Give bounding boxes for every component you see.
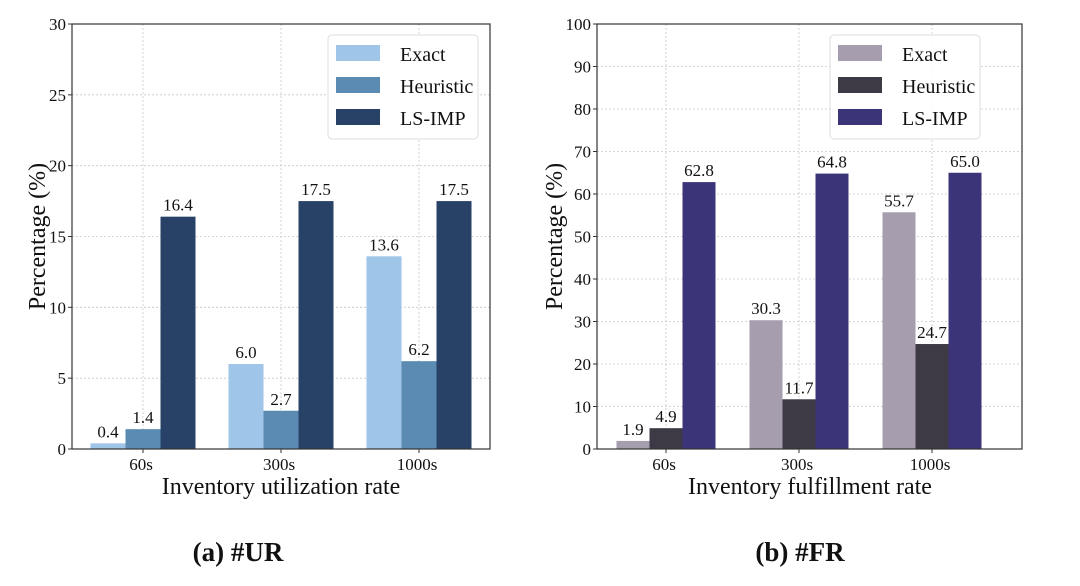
data-label: 24.7 — [917, 323, 947, 342]
y-tick-label: 10 — [574, 398, 591, 417]
y-tick-label: 50 — [574, 228, 591, 247]
y-tick-label: 25 — [49, 86, 66, 105]
x-tick-label: 1000s — [397, 455, 438, 474]
bar-heuristic-1000s — [401, 361, 437, 449]
data-label: 6.0 — [235, 343, 256, 362]
y-tick-label: 15 — [49, 228, 66, 247]
data-label: 0.4 — [97, 422, 119, 441]
bar-ls-imp-1000s — [436, 201, 472, 449]
data-label: 4.9 — [655, 407, 676, 426]
bar-ls-imp-300s — [815, 173, 849, 449]
bar-heuristic-300s — [782, 399, 816, 449]
y-tick-label: 5 — [58, 369, 67, 388]
data-label: 17.5 — [439, 180, 469, 199]
data-label: 65.0 — [950, 152, 980, 171]
x-axis-label: Inventory utilization rate — [162, 474, 401, 500]
legend-swatch-exact — [336, 45, 380, 61]
legend-swatch-ls-imp — [336, 109, 380, 125]
bar-exact-1000s — [366, 256, 402, 449]
legend-label: Heuristic — [400, 76, 473, 98]
data-label: 55.7 — [884, 191, 914, 210]
plot-frame — [596, 23, 1023, 450]
data-label: 1.9 — [622, 420, 643, 439]
x-axis-label: Inventory fulfillment rate — [688, 474, 932, 500]
data-label: 17.5 — [301, 180, 331, 199]
legend-label: Exact — [902, 44, 948, 66]
bar-exact-60s — [90, 443, 126, 449]
y-tick-label: 60 — [574, 185, 591, 204]
bar-exact-1000s — [882, 212, 916, 449]
bar-heuristic-60s — [649, 428, 683, 449]
bar-heuristic-300s — [263, 410, 299, 449]
data-label: 30.3 — [751, 299, 781, 318]
data-label: 13.6 — [369, 235, 399, 254]
x-tick-label: 300s — [263, 455, 295, 474]
bar-heuristic-1000s — [915, 344, 949, 449]
data-label: 16.4 — [163, 196, 193, 215]
x-tick-label: 1000s — [910, 455, 951, 474]
y-tick-label: 30 — [574, 313, 591, 332]
bar-exact-300s — [749, 320, 783, 449]
bar-ls-imp-60s — [160, 216, 196, 449]
y-tick-label: 30 — [49, 15, 66, 34]
x-tick-label: 300s — [781, 455, 813, 474]
x-tick-label: 60s — [129, 455, 153, 474]
y-tick-label: 20 — [49, 157, 66, 176]
data-label: 2.7 — [270, 390, 292, 409]
data-label: 64.8 — [817, 153, 847, 172]
chart-fulfillment-rate: 0 10 20 30 40 50 60 70 80 90 100 1.9 30.3 55.7 4.9 11.7… — [542, 15, 1023, 567]
legend: Exact Heuristic LS-IMP — [829, 34, 981, 140]
data-label: 1.4 — [132, 408, 154, 427]
y-tick-label: 0 — [58, 440, 67, 459]
y-tick-label: 10 — [49, 298, 66, 317]
legend-swatch-heuristic — [336, 77, 380, 93]
data-label: 62.8 — [684, 161, 714, 180]
data-label: 11.7 — [784, 378, 814, 397]
y-tick-label: 100 — [566, 15, 592, 34]
legend-swatch-heuristic — [838, 77, 882, 93]
y-tick-label: 0 — [583, 440, 592, 459]
chart-utilization-rate: 0 5 10 15 20 25 30 0.4 6.0 13.6 1.4 2.7 6.2 16.4 17.5 1… — [25, 15, 491, 567]
legend-swatch-ls-imp — [838, 109, 882, 125]
legend-label: LS-IMP — [400, 108, 466, 130]
legend: Exact Heuristic LS-IMP — [327, 34, 479, 140]
bar-ls-imp-300s — [298, 201, 334, 449]
bar-ls-imp-60s — [682, 182, 716, 449]
bar-exact-60s — [616, 440, 650, 449]
y-tick-label: 80 — [574, 100, 591, 119]
y-tick-label: 90 — [574, 58, 591, 77]
legend-label: Heuristic — [902, 76, 975, 98]
legend-label: Exact — [400, 44, 446, 66]
y-axis-label: Percentage (%) — [542, 163, 568, 310]
y-tick-label: 70 — [574, 143, 591, 162]
y-tick-label: 20 — [574, 355, 591, 374]
legend-label: LS-IMP — [902, 108, 968, 130]
y-axis-label: Percentage (%) — [25, 163, 51, 310]
x-tick-label: 60s — [652, 455, 676, 474]
data-label: 6.2 — [408, 340, 429, 359]
subfigure-caption: (b) #FR — [755, 537, 845, 567]
y-tick-label: 40 — [574, 270, 591, 289]
bar-heuristic-60s — [125, 429, 161, 449]
bar-ls-imp-1000s — [948, 172, 982, 449]
bar-exact-300s — [228, 364, 264, 449]
subfigure-caption: (a) #UR — [193, 537, 284, 567]
legend-swatch-exact — [838, 45, 882, 61]
